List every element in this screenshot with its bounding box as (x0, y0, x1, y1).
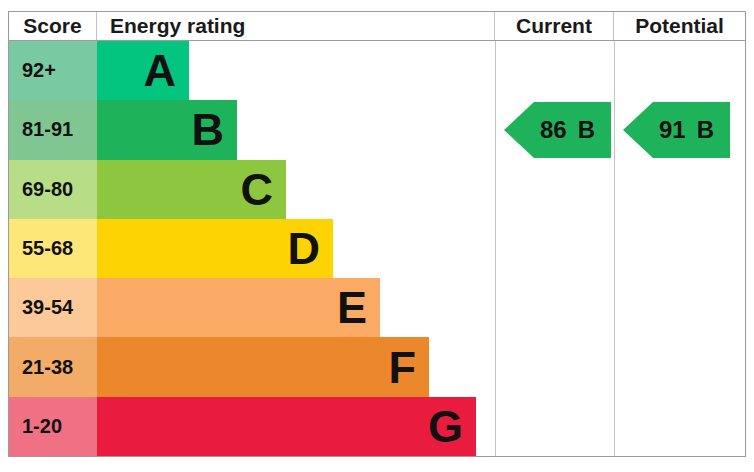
potential-rating-value: 91 (659, 116, 686, 144)
table-body: 92+A81-91B69-80C55-68D39-54E21-38F1-20G … (9, 41, 745, 456)
current-rating-band: B (578, 116, 595, 144)
rating-bar-f: F (97, 337, 429, 396)
rating-bands: 92+A81-91B69-80C55-68D39-54E21-38F1-20G (9, 41, 495, 456)
epc-rating-chart: Score Energy rating Current Potential 92… (0, 0, 754, 472)
score-range-e: 39-54 (9, 278, 97, 337)
rating-bar-c: C (97, 160, 286, 219)
score-range-b: 81-91 (9, 100, 97, 159)
band-row-e: 39-54E (9, 278, 495, 337)
band-row-g: 1-20G (9, 397, 495, 456)
rating-bar-a: A (97, 41, 189, 100)
rating-bar-d: D (97, 219, 333, 278)
potential-column-header: Potential (614, 12, 745, 40)
rating-bar-e: E (97, 278, 380, 337)
score-range-g: 1-20 (9, 397, 97, 456)
score-range-a: 92+ (9, 41, 97, 100)
band-row-a: 92+A (9, 41, 495, 100)
rating-bar-b: B (97, 100, 237, 159)
current-rating-arrow: 86 B (504, 102, 611, 158)
band-row-b: 81-91B (9, 100, 495, 159)
band-row-c: 69-80C (9, 160, 495, 219)
score-column-header: Score (9, 12, 97, 40)
energy-rating-column-header: Energy rating (97, 12, 495, 40)
score-range-c: 69-80 (9, 160, 97, 219)
potential-rating-arrow: 91 B (623, 102, 730, 158)
table-header-row: Score Energy rating Current Potential (9, 12, 745, 41)
potential-column: 91 B (614, 41, 745, 456)
current-column: 86 B (495, 41, 614, 456)
rating-bar-g: G (97, 397, 476, 456)
band-row-f: 21-38F (9, 337, 495, 396)
current-rating-value: 86 (540, 116, 567, 144)
epc-table: Score Energy rating Current Potential 92… (8, 11, 746, 457)
score-range-f: 21-38 (9, 337, 97, 396)
potential-rating-band: B (697, 116, 714, 144)
current-column-header: Current (495, 12, 614, 40)
score-range-d: 55-68 (9, 219, 97, 278)
band-row-d: 55-68D (9, 219, 495, 278)
